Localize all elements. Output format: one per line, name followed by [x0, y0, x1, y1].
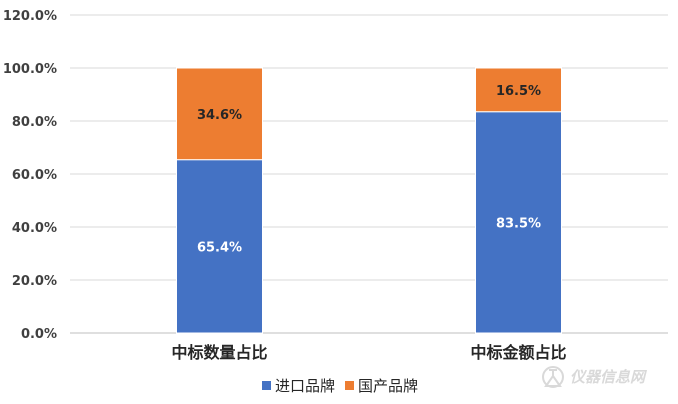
x-category-label: 中标金额占比: [470, 343, 566, 362]
watermark-text: 仪器信息网: [570, 368, 648, 386]
y-tick-label: 80.0%: [12, 115, 57, 130]
legend-label: 进口品牌: [275, 377, 335, 395]
legend-swatch: [345, 381, 354, 390]
watermark: 仪器信息网: [542, 366, 648, 388]
bar-series: 65.4% 34.6% 83.5% 16.5%: [176, 67, 562, 334]
bar-segment: [475, 67, 562, 113]
y-tick-label: 60.0%: [12, 168, 57, 183]
bar-segment: [475, 111, 562, 334]
y-axis-tick-labels: 0.0% 20.0% 40.0% 60.0% 80.0% 100.0% 120.0%: [3, 9, 57, 342]
y-tick-label: 0.0%: [21, 327, 57, 342]
y-tick-label: 20.0%: [12, 274, 57, 289]
legend-label: 国产品牌: [358, 377, 418, 395]
legend: 进口品牌 国产品牌: [262, 377, 418, 395]
y-tick-label: 40.0%: [12, 221, 57, 236]
y-tick-label: 120.0%: [3, 9, 57, 24]
data-label: 34.6%: [197, 108, 242, 123]
data-label: 16.5%: [496, 84, 541, 99]
bar-segment: [176, 67, 263, 161]
x-axis-category-labels: 中标数量占比 中标金额占比: [171, 343, 566, 362]
y-tick-label: 100.0%: [3, 62, 57, 77]
x-category-label: 中标数量占比: [171, 343, 267, 362]
flask-logo-icon: [542, 366, 564, 388]
gridlines: [70, 14, 668, 334]
data-label: 83.5%: [496, 216, 541, 231]
bar-segment: [176, 159, 263, 334]
legend-swatch: [262, 381, 271, 390]
data-label: 65.4%: [197, 240, 242, 255]
